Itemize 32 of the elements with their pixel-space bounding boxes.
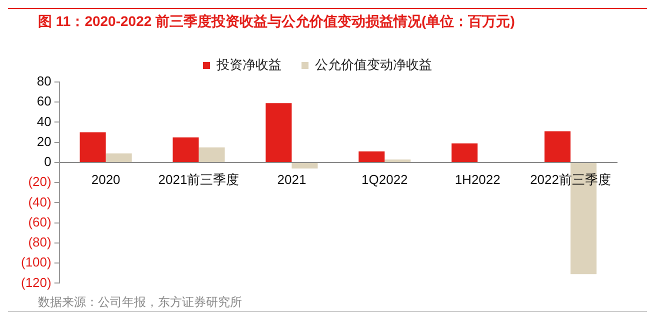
x-tick-label: 2020 [91, 172, 120, 187]
x-tick-label: 1Q2022 [362, 172, 408, 187]
y-tick-label: (20) [28, 174, 52, 190]
x-tick-label: 2022前三季度 [530, 172, 611, 187]
bar [172, 137, 199, 162]
y-tick-label: (40) [28, 194, 52, 210]
y-tick-label: (60) [28, 214, 52, 230]
legend-label: 公允价值变动净收益 [315, 57, 432, 72]
y-tick-label: 20 [36, 134, 52, 149]
bar [198, 147, 225, 162]
y-tick-label: (100) [20, 254, 52, 270]
y-tick-label: (120) [20, 274, 52, 290]
bar [292, 162, 318, 169]
x-tick-label: 2021前三季度 [158, 172, 240, 187]
legend-label: 投资净收益 [216, 57, 282, 72]
source-note: 数据来源：公司年报，东方证券研究所 [8, 294, 647, 312]
x-tick-label: 1H2022 [454, 172, 500, 187]
bar [384, 159, 411, 162]
bar [80, 132, 106, 162]
bar [570, 162, 597, 274]
bar [358, 151, 385, 162]
chart-title: 图 11：2020-2022 前三季度投资收益与公允价值变动损益情况(单位：百万元) [8, 8, 647, 33]
x-tick-label: 2021 [277, 172, 306, 187]
y-tick-label: 60 [36, 94, 52, 109]
bar [106, 153, 132, 162]
bar [266, 103, 292, 162]
y-tick-label: 40 [36, 114, 52, 129]
bar [452, 143, 478, 162]
y-tick-label: 80 [36, 74, 52, 89]
y-tick-label: (80) [28, 234, 52, 250]
bar [544, 131, 571, 162]
y-tick-label: 0 [44, 154, 52, 170]
